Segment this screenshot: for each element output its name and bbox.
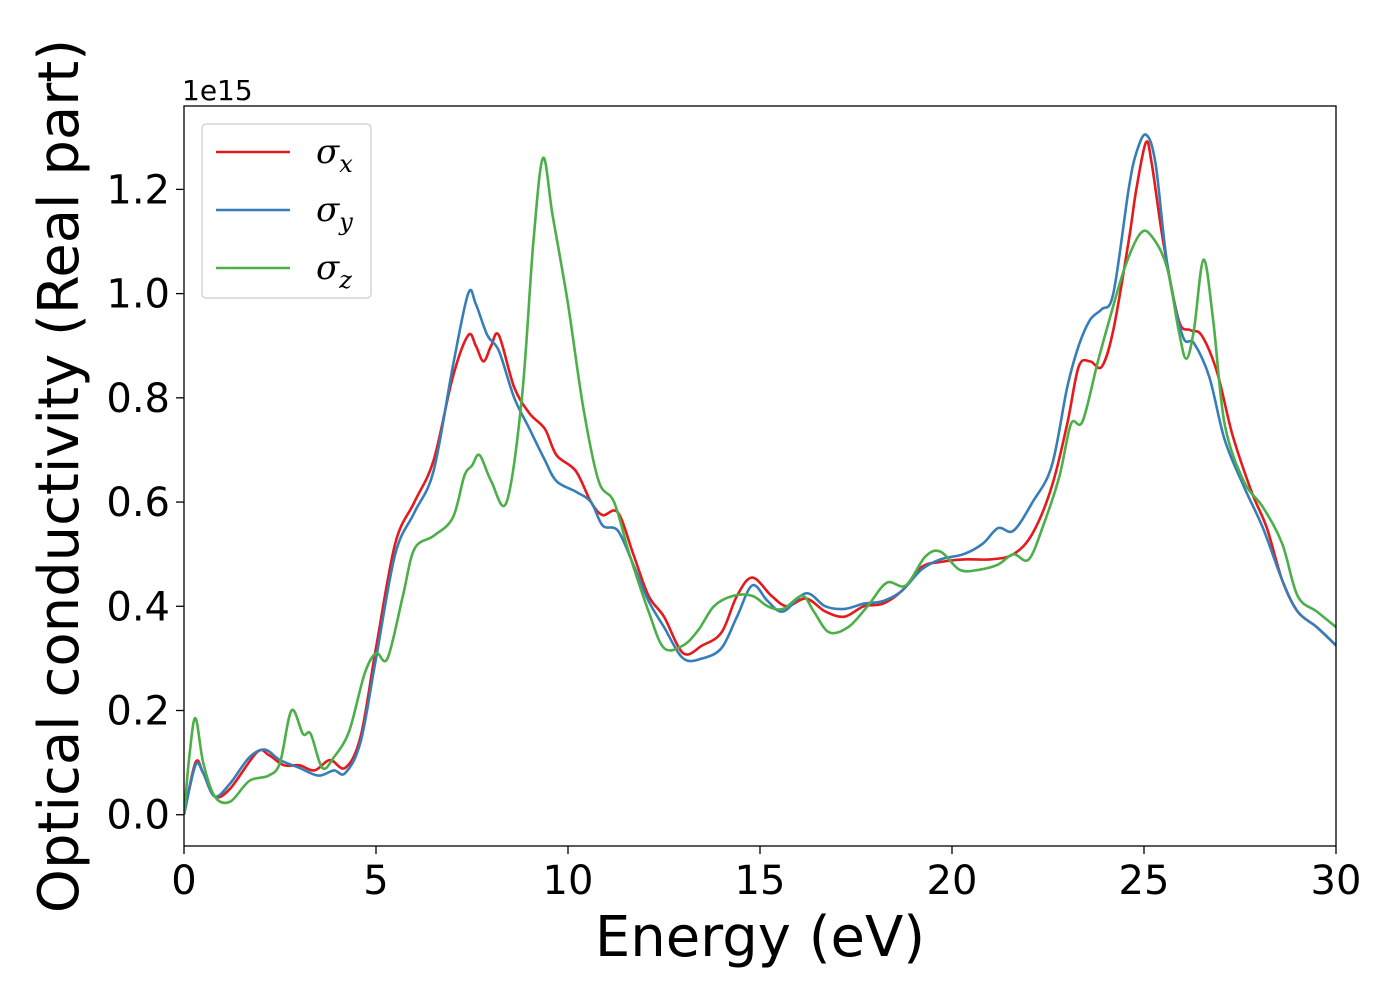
y-tick-label: 0.0 (106, 793, 170, 839)
x-axis-title: Energy (eV) (595, 905, 925, 970)
x-axis: 0 5 10 15 20 25 30 (171, 846, 1361, 904)
y-tick-label: 0.6 (106, 480, 170, 526)
legend-label-sigma-x: σx (316, 132, 353, 178)
x-tick-label: 5 (363, 858, 388, 904)
legend: σx σy σz (201, 123, 372, 299)
series-line-sigma-z (184, 156, 1336, 815)
x-tick-label: 20 (927, 858, 978, 904)
y-tick-label: 0.2 (106, 689, 170, 735)
x-tick-label: 0 (171, 858, 196, 904)
y-tick-label: 1.0 (106, 272, 170, 318)
x-tick-label: 25 (1119, 858, 1170, 904)
y-tick-label: 0.4 (106, 584, 170, 630)
plot-area (184, 106, 1336, 846)
x-tick-label: 10 (543, 858, 594, 904)
series-line-sigma-y (184, 133, 1336, 815)
y-axis: 0.0 0.2 0.4 0.6 0.8 1.0 1.2 (106, 167, 184, 839)
x-tick-label: 30 (1311, 858, 1362, 904)
y-tick-label: 1.2 (106, 167, 170, 213)
series-layer (184, 133, 1336, 815)
x-tick-label: 15 (735, 858, 786, 904)
y-axis-title: Optical conductivity (Real part) (27, 39, 92, 913)
legend-label-sigma-y: σy (316, 190, 353, 236)
y-tick-label: 0.8 (106, 376, 170, 422)
legend-label-sigma-z: σz (316, 248, 352, 294)
y-offset-label: 1e15 (182, 74, 253, 107)
